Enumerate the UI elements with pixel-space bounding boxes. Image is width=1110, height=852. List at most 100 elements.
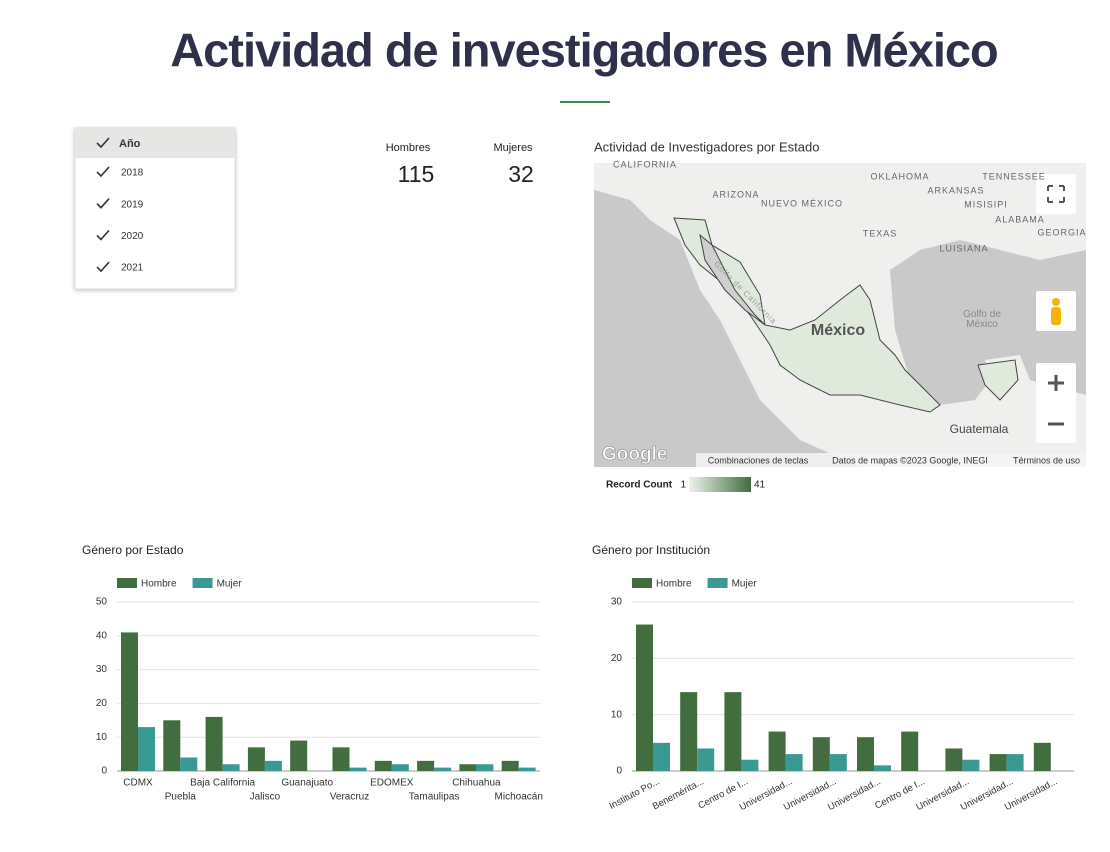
scorecard-label: Hombres (386, 142, 431, 154)
bar (518, 767, 536, 771)
checkbox[interactable] (95, 195, 111, 212)
bar (812, 737, 830, 771)
map-footer-text[interactable]: Combinaciones de teclas (708, 455, 809, 465)
map-legend-min: 1 (680, 480, 686, 491)
legend-swatch (707, 578, 728, 588)
filter-option[interactable]: 2018 (121, 168, 144, 179)
y-tick-label: 0 (616, 766, 622, 777)
map-title: Actividad de Investigadores por Estado (594, 139, 819, 154)
checkbox[interactable] (95, 164, 111, 180)
yucatan (977, 359, 1019, 401)
legend-swatch (117, 578, 137, 588)
x-tick-label: Chihuahua (452, 778, 501, 789)
y-tick-label: 30 (96, 664, 108, 675)
map-place-label: TENNESSEE (982, 171, 1046, 181)
map-place-label: ARKANSAS (927, 185, 984, 195)
checkmark (96, 229, 110, 241)
map-place-label: OKLAHOMA (870, 171, 929, 181)
map-legend-max: 41 (754, 480, 766, 491)
title-underline (560, 101, 610, 103)
checkmark (96, 166, 110, 178)
checkbox[interactable] (95, 259, 111, 276)
bar (264, 760, 282, 771)
bar (768, 731, 786, 771)
bar (138, 727, 155, 771)
bar (332, 747, 350, 771)
bar (724, 692, 742, 771)
bar (874, 765, 891, 771)
bar (391, 764, 409, 771)
map-place-label: ARIZONA (712, 189, 759, 199)
checkbox[interactable] (95, 227, 111, 244)
bar (476, 764, 494, 771)
map-place-label: LUISIANA (939, 243, 988, 253)
bar (222, 764, 240, 771)
x-tick-label: Michoacán (495, 792, 543, 803)
chart-title: Género por Institución (592, 543, 710, 557)
legend-label: Mujer (217, 579, 243, 590)
legend-swatch (192, 578, 213, 588)
filter-option[interactable]: 2019 (121, 199, 144, 210)
x-tick-label: Tamaulipas (409, 792, 460, 803)
bar (459, 764, 477, 771)
filter-option[interactable]: 2021 (121, 263, 144, 274)
bar (653, 742, 670, 771)
filter-option[interactable]: 2020 (121, 231, 144, 242)
bar (962, 759, 980, 771)
zoom-controls (1036, 363, 1076, 443)
zoom-in[interactable] (1048, 375, 1064, 391)
google-logo: Google (602, 444, 667, 465)
x-tick-label: CDMX (123, 778, 153, 789)
map-place-label: Golfo de México (963, 309, 1001, 330)
mexico-states (673, 217, 941, 413)
map-legend-label: Record Count (606, 480, 673, 491)
bar (349, 767, 367, 771)
y-tick-label: 20 (96, 698, 108, 709)
bar (163, 720, 181, 771)
scorecard-value: 115 (398, 161, 435, 187)
bar (785, 754, 803, 771)
x-tick-label: Baja California (190, 778, 255, 789)
map-place-label: CALIFORNIA (613, 159, 677, 169)
map-place-label: NUEVO MÉXICO (761, 198, 843, 208)
map-footer (696, 453, 1086, 467)
map-place-label: GEORGIA (1037, 227, 1086, 237)
bar (121, 632, 138, 771)
y-tick-label: 20 (611, 653, 623, 664)
filter-header-label: Año (119, 138, 141, 150)
bar (247, 747, 265, 771)
map-place-label: ALABAMA (995, 214, 1045, 224)
scorecard-label: Mujeres (493, 142, 533, 154)
pegman-body (1051, 307, 1061, 325)
checkmark (96, 198, 110, 209)
map-footer-text[interactable]: Términos de uso (1013, 455, 1080, 465)
bar (417, 760, 435, 771)
bar (1006, 754, 1024, 771)
map-place-label: Guatemala (950, 422, 1009, 436)
filter-header (75, 128, 235, 158)
y-tick-label: 10 (611, 709, 623, 720)
bar (180, 757, 198, 771)
scorecard-value: 32 (508, 161, 534, 187)
bar (989, 754, 1007, 771)
checkmark (96, 261, 110, 273)
legend-label: Hombre (141, 579, 177, 590)
checkmark (96, 137, 110, 149)
bar (501, 760, 519, 771)
bar (901, 731, 919, 771)
map[interactable] (594, 163, 1086, 467)
x-tick-label: Jalisco (250, 792, 281, 803)
map-footer-text[interactable]: Datos de mapas ©2023 Google, INEGI (832, 455, 988, 465)
chart-title: Género por Estado (82, 543, 184, 557)
bar (434, 767, 452, 771)
x-tick-label: Puebla (165, 792, 197, 803)
bar (636, 624, 653, 771)
legend-label: Hombre (656, 579, 692, 590)
fullscreen-button[interactable] (1036, 174, 1076, 214)
fullscreen-icon (1047, 185, 1065, 203)
legend-swatch (632, 578, 652, 588)
baja-california (699, 233, 766, 326)
bar (945, 748, 963, 771)
